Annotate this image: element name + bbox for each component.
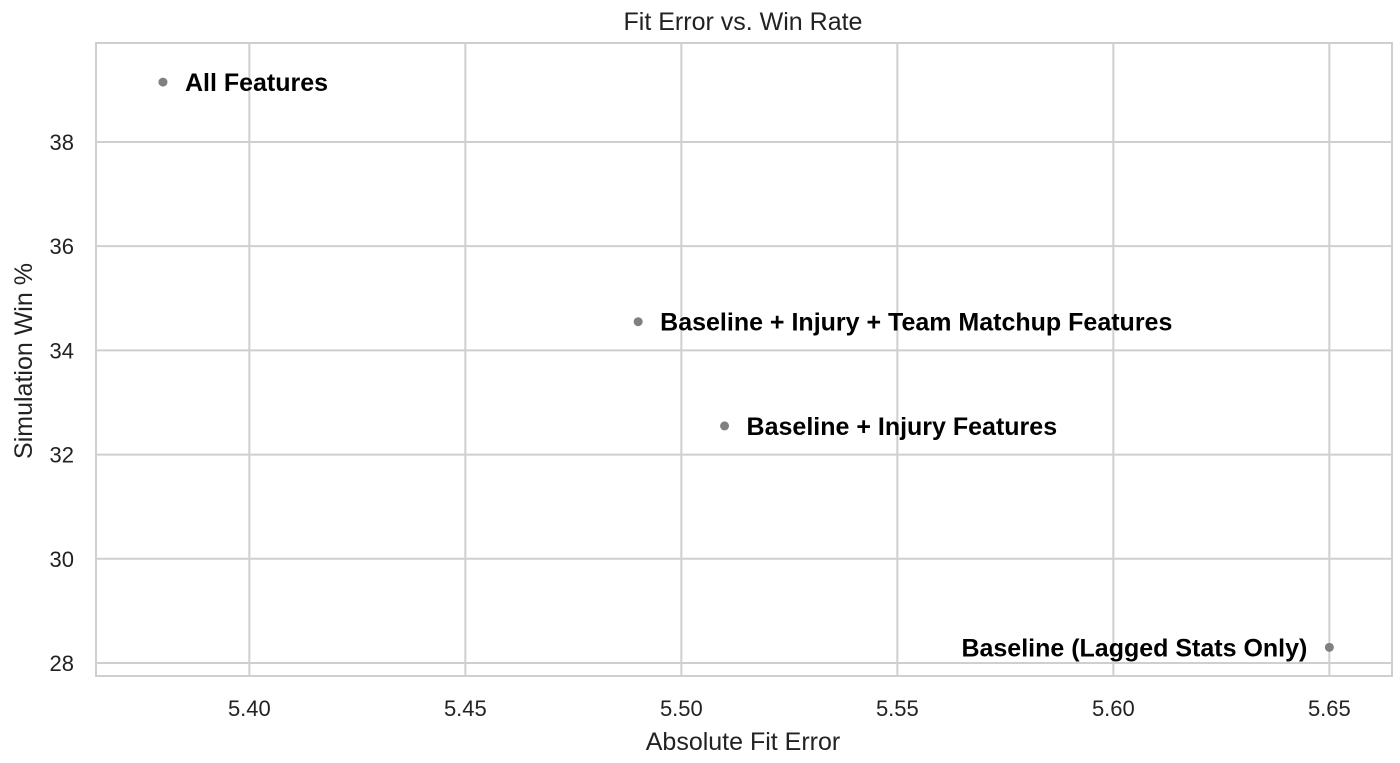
y-tick-label: 36 — [50, 234, 74, 259]
plot-area-frame — [95, 42, 1393, 677]
y-tick-label: 34 — [50, 338, 74, 363]
y-tick-label: 38 — [50, 130, 74, 155]
point-label: Baseline + Injury + Team Matchup Feature… — [660, 309, 1172, 337]
y-tick-label: 32 — [50, 443, 74, 468]
point-label-layer: All Features Baseline + Injury + Team Mat… — [185, 69, 1307, 662]
point-label: All Features — [185, 69, 328, 97]
x-tick-label: 5.55 — [876, 696, 919, 721]
x-axis-label: Absolute Fit Error — [646, 728, 841, 756]
y-tick-label: 30 — [50, 547, 74, 572]
y-tick-label: 28 — [50, 651, 74, 676]
scatter-point — [1324, 642, 1334, 652]
x-tick-label: 5.50 — [660, 696, 703, 721]
grid-layer — [96, 43, 1392, 676]
points-layer — [158, 77, 1334, 652]
x-tick-label: 5.40 — [228, 696, 271, 721]
chart-title: Fit Error vs. Win Rate — [624, 8, 863, 36]
scatter-point — [633, 317, 643, 327]
x-tick-label: 5.65 — [1308, 696, 1351, 721]
x-tick-label: 5.45 — [444, 696, 487, 721]
x-tick-label: 5.60 — [1092, 696, 1135, 721]
y-axis-label: Simulation Win % — [10, 263, 38, 459]
tick-label-layer: 5.40 5.45 5.50 5.55 5.60 5.65 28 30 32 34 36 38 — [50, 130, 1351, 721]
point-label: Baseline (Lagged Stats Only) — [961, 634, 1307, 662]
scatter-point — [158, 77, 168, 87]
point-label: Baseline + Injury Features — [747, 413, 1058, 441]
scatter-point — [720, 421, 730, 431]
